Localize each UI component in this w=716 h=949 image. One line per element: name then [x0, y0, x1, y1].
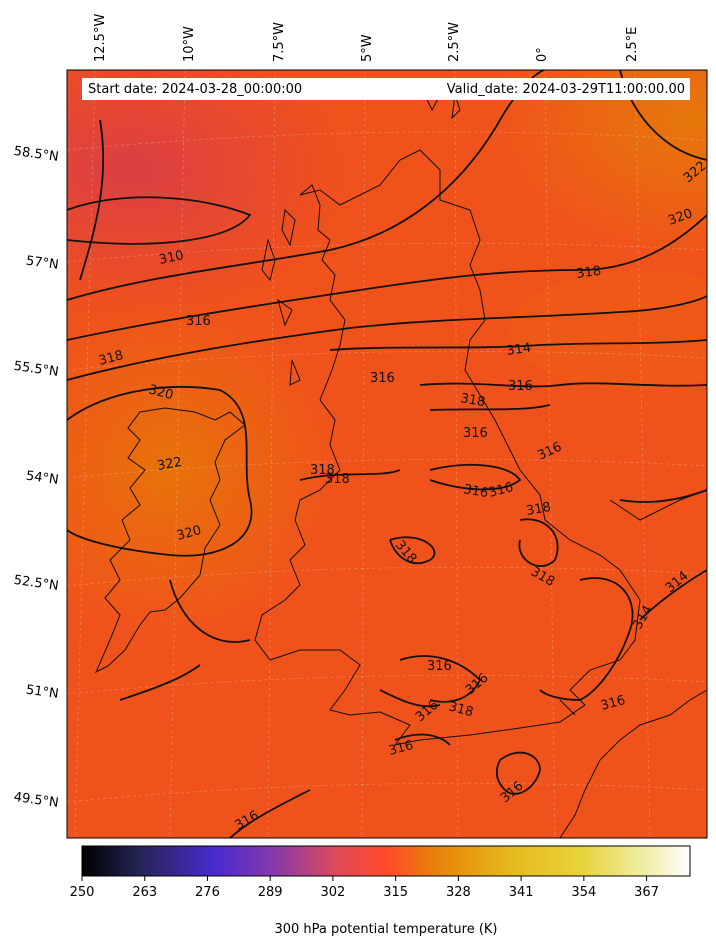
colorbar-tick-label: 367 — [634, 885, 659, 900]
contour-label: 316 — [186, 314, 211, 329]
contour-label: 316 — [599, 693, 627, 714]
cool-region-northwest — [67, 70, 350, 320]
colorbar-tick-label: 354 — [571, 885, 596, 900]
contour-label: 318 — [97, 348, 125, 369]
colorbar-tick-label: 250 — [70, 885, 95, 900]
contour-label: 316 — [463, 426, 488, 441]
contour-label: 316 — [487, 480, 515, 501]
colorbar-tick-label: 263 — [132, 885, 157, 900]
start-date: Start date: 2024-03-28_00:00:00 — [88, 82, 302, 97]
colorbar-tick-label: 289 — [258, 885, 283, 900]
colorbar-tick-label: 328 — [446, 885, 471, 900]
colorbar: 250 263 276 289 302 315 328 341 354 367 300 hPa p… — [70, 845, 691, 937]
contour-label: 314 — [505, 341, 532, 359]
contour-label: 318 — [525, 500, 552, 519]
warm-region-northeast — [490, 70, 707, 260]
contour-label: 320 — [147, 382, 175, 403]
lat-label: 52.5°N — [13, 573, 60, 594]
contour-label: 318 — [325, 472, 350, 487]
contour-label: 320 — [175, 523, 203, 544]
contour-label: 310 — [158, 248, 185, 268]
graticule — [67, 70, 707, 838]
colorbar-tick-label: 302 — [321, 885, 346, 900]
colorbar-ticks: 250 263 276 289 302 315 328 341 354 367 — [70, 876, 659, 900]
contour-label: 318 — [575, 264, 602, 282]
lat-label: 57°N — [25, 254, 60, 273]
date-header-box — [82, 78, 690, 100]
contour-label: 316 — [462, 482, 489, 501]
lon-label: 12.5°W — [93, 14, 108, 62]
lat-label: 58.5°N — [13, 144, 60, 165]
lon-label: 10°W — [182, 26, 197, 62]
contour-label: 322 — [156, 455, 183, 474]
colorbar-tick-label: 315 — [383, 885, 408, 900]
warm-region-east — [510, 270, 707, 390]
colorbar-tick-label: 341 — [509, 885, 534, 900]
lon-label: 2.5°E — [625, 27, 640, 62]
colorbar-tick-label: 276 — [195, 885, 220, 900]
contour-label: 316 — [387, 738, 415, 759]
lat-label: 49.5°N — [13, 790, 60, 811]
lon-label: 2.5°W — [447, 22, 462, 62]
contour-label: 316 — [370, 371, 395, 386]
colorbar-gradient — [81, 845, 691, 877]
contour-label: 318 — [459, 391, 486, 410]
contour-label: 316 — [508, 379, 533, 394]
lat-label: 55.5°N — [13, 359, 60, 380]
contour-label: 316 — [427, 659, 452, 674]
longitude-labels: 12.5°W 10°W 7.5°W 5°W 2.5°W 0° 2.5°E — [93, 14, 640, 62]
latitude-labels: 58.5°N 57°N 55.5°N 54°N 52.5°N 51°N 49.5… — [13, 144, 60, 811]
lat-label: 51°N — [25, 683, 60, 702]
lat-label: 54°N — [25, 469, 60, 488]
map-area: 310 316 318 320 322 314 316 318 316 318 … — [67, 70, 707, 838]
colorbar-title: 300 hPa potential temperature (K) — [274, 922, 497, 937]
map-frame — [66, 69, 708, 839]
lon-label: 5°W — [360, 34, 375, 62]
warm-region-ireland — [67, 300, 340, 640]
contour-label: 318 — [310, 463, 335, 478]
lon-label: 7.5°W — [272, 22, 287, 62]
valid-date: Valid_date: 2024-03-29T11:00:00.00 — [447, 82, 685, 97]
contour-label: 318 — [447, 699, 475, 720]
lon-label: 0° — [535, 47, 550, 62]
